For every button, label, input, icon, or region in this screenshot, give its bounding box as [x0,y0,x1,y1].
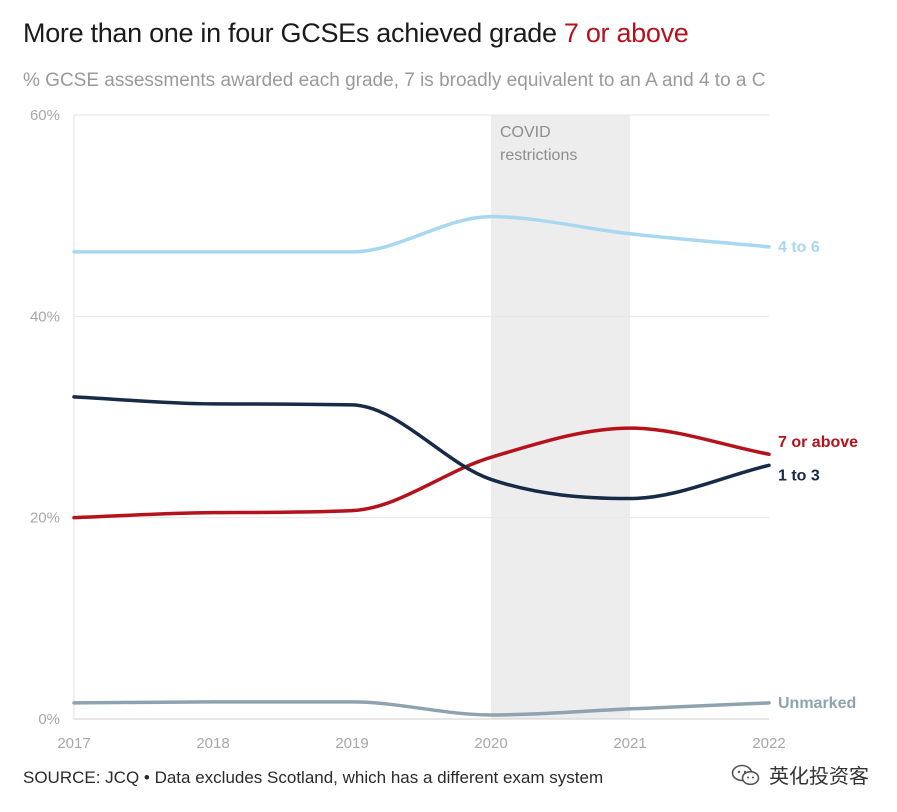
chart-title-highlight: 7 or above [563,18,689,48]
x-tick-label: 2020 [474,735,507,752]
covid-label-line: restrictions [500,147,577,164]
chart-title-main: More than one in four GCSEs achieved gra… [23,18,564,48]
watermark: 英化投资客 [731,760,869,789]
series-label-4-to-6: 4 to 6 [778,239,820,256]
x-tick-label: 2017 [57,735,90,752]
covid-shaded-region [491,115,630,719]
series-label-7-or-above: 7 or above [778,434,858,451]
watermark-text: 英化投资客 [769,766,869,788]
series-line-4-to-6 [72,214,771,254]
x-tick-label: 2018 [196,735,229,752]
y-tick-label: 40% [30,308,60,325]
chart-title: More than one in four GCSEs achieved gra… [23,18,689,49]
series-label-unmarked: Unmarked [778,695,856,712]
y-tick-label: 20% [30,510,60,527]
x-tick-label: 2019 [335,735,368,752]
x-tick-label: 2022 [752,735,785,752]
y-tick-label: 0% [38,711,60,728]
y-tick-label: 60% [30,107,60,124]
covid-label-line: COVID [500,124,551,141]
wechat-icon [731,764,761,786]
x-tick-label: 2021 [613,735,646,752]
series-line-unmarked [72,700,771,717]
chart-subtitle: % GCSE assessments awarded each grade, 7… [23,70,766,91]
series-label-1-to-3: 1 to 3 [778,467,820,484]
series-line-1-to-3 [72,395,771,501]
source-note: SOURCE: JCQ • Data excludes Scotland, wh… [23,768,604,787]
series-line-7-or-above [72,426,771,520]
